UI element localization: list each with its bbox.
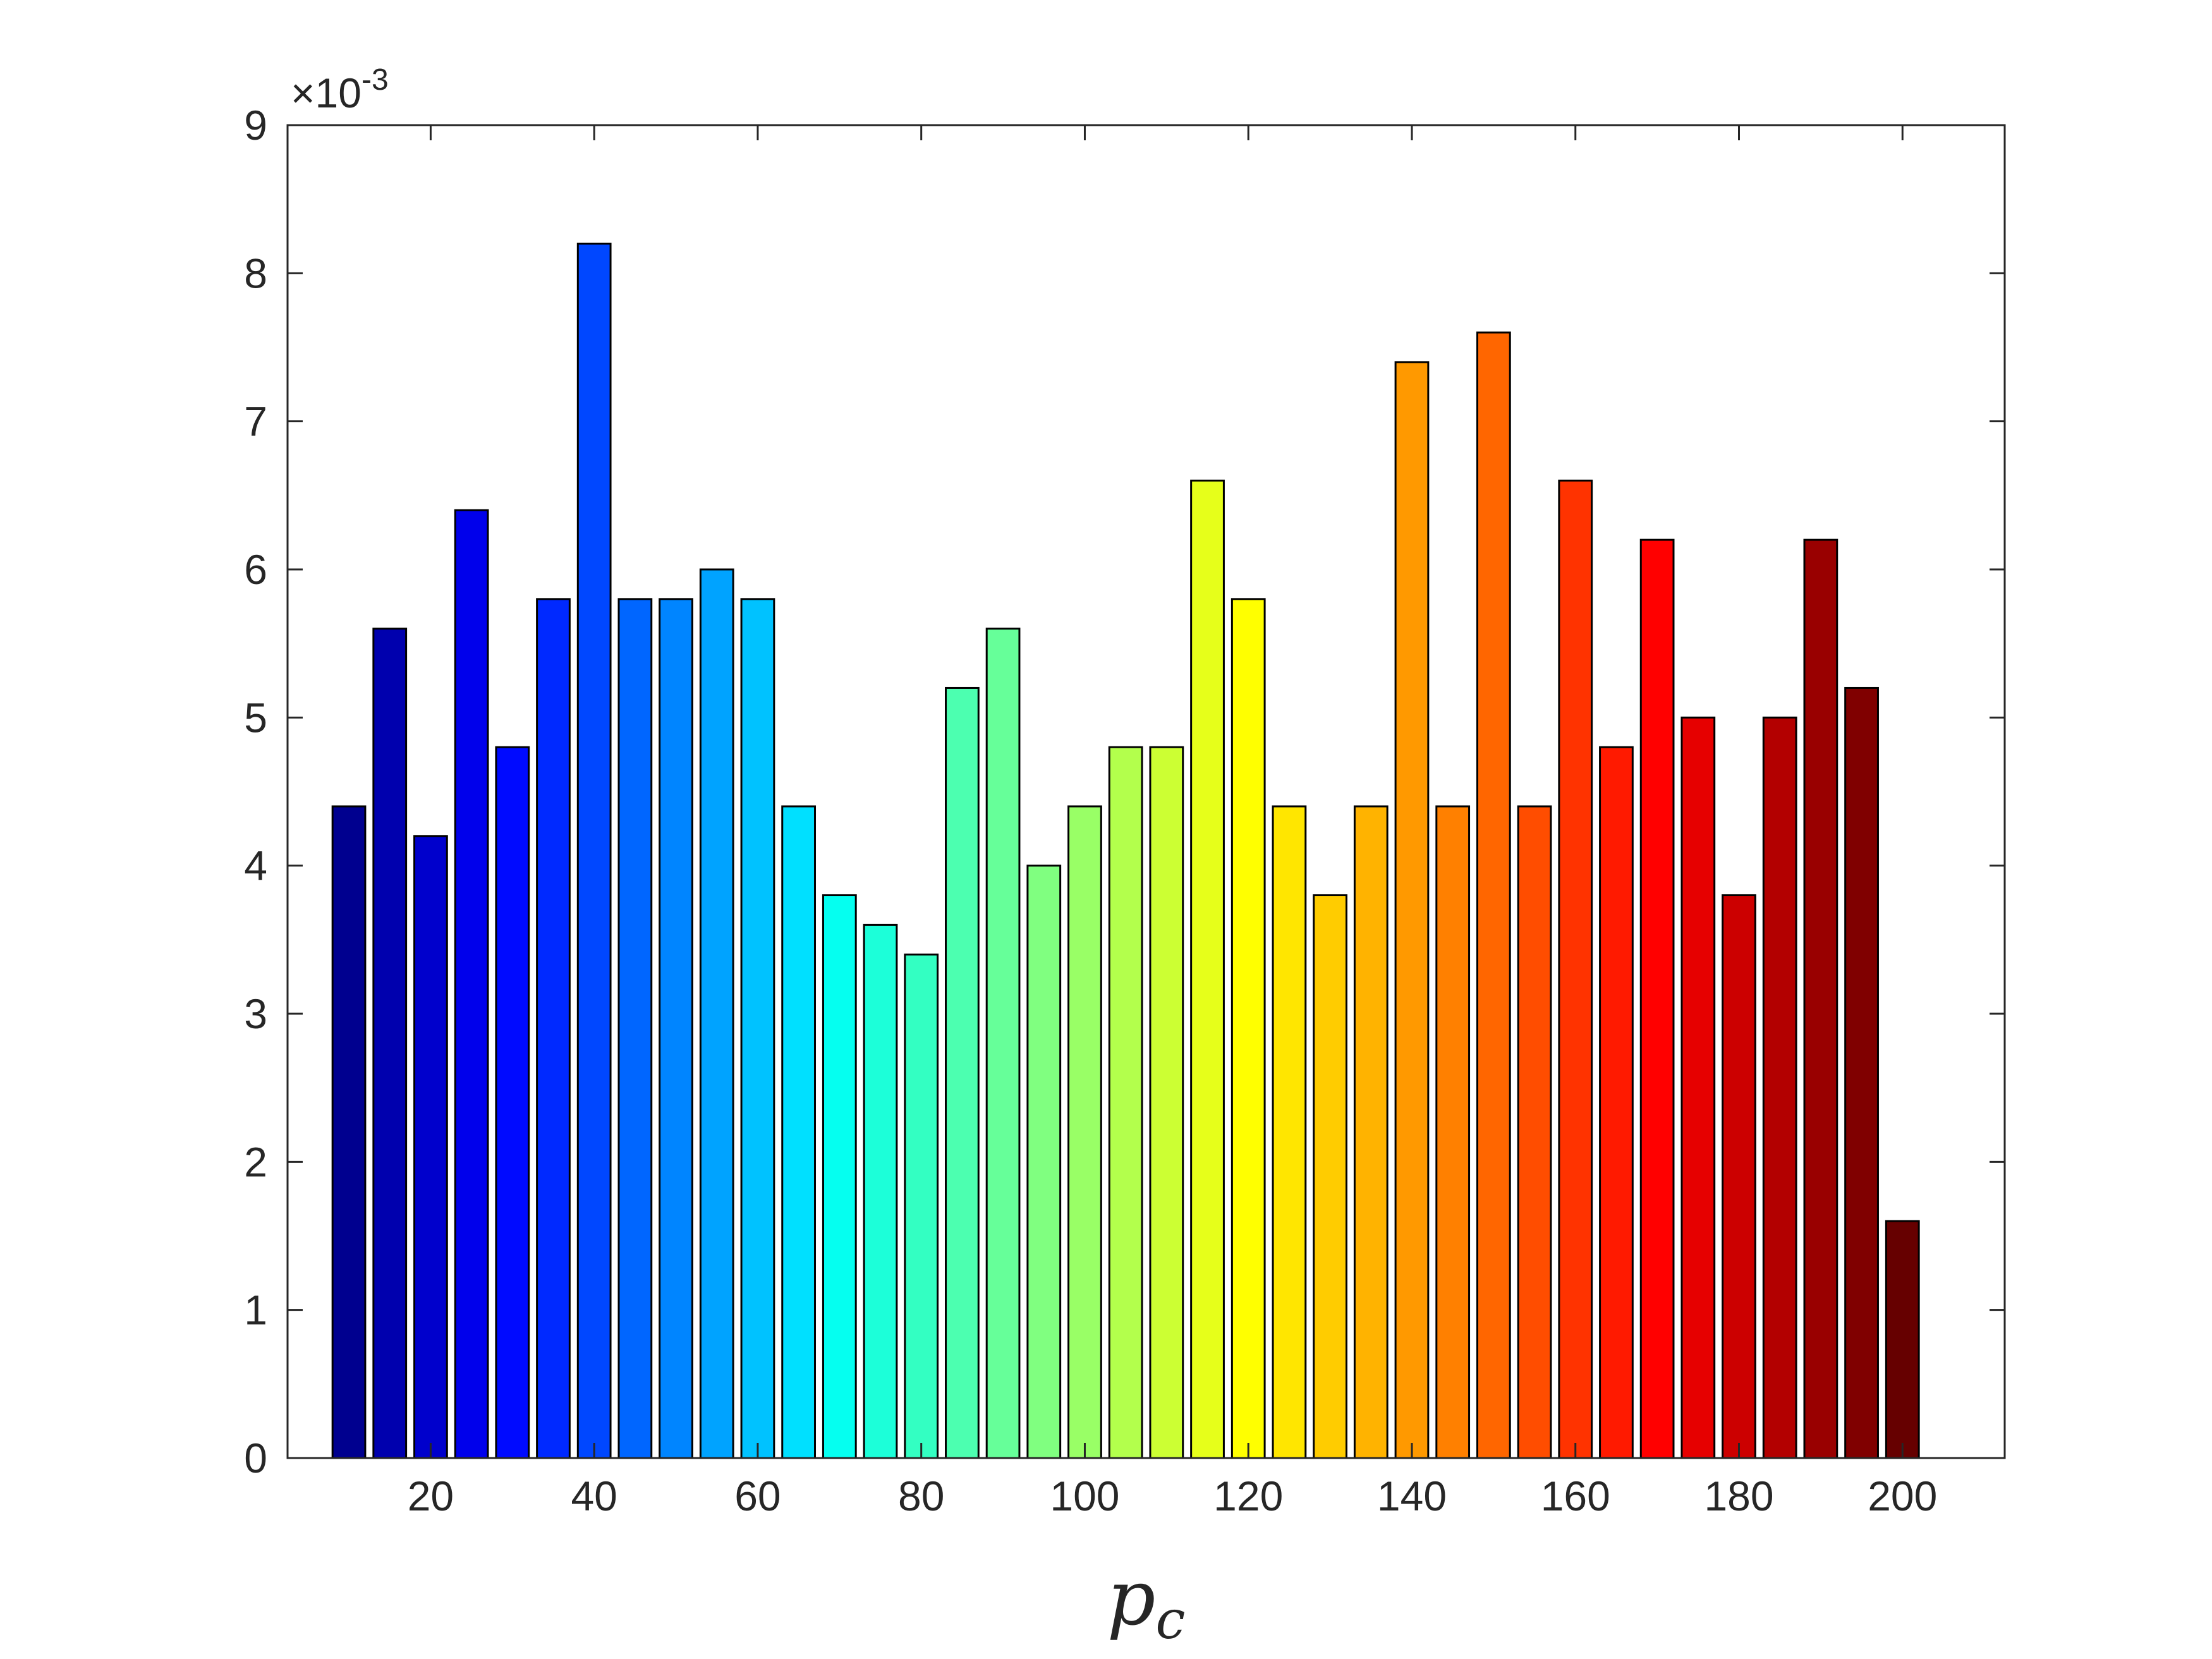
bar — [863, 923, 898, 1459]
bar — [1313, 894, 1347, 1459]
bar — [1722, 894, 1756, 1459]
bar — [1599, 746, 1634, 1459]
bar — [331, 805, 367, 1459]
ticks-layer — [288, 124, 2005, 1459]
x-tick-label: 200 — [1868, 1473, 1937, 1519]
axes-box — [286, 124, 2006, 1459]
bar — [1680, 716, 1716, 1459]
labels-layer: 0 1 2 3 4 5 6 7 8 9 20 40 60 80 100 120 140 160 180 200 ×10-… — [244, 63, 1937, 1651]
y-tick-label: 1 — [244, 1287, 267, 1334]
bar — [576, 242, 612, 1459]
bar — [1885, 1220, 1920, 1459]
bar — [985, 628, 1021, 1459]
y-tick-label: 3 — [244, 990, 267, 1037]
bar — [1026, 865, 1062, 1459]
bar — [1435, 805, 1471, 1459]
bar — [1272, 805, 1307, 1459]
x-tick-label: 60 — [734, 1473, 781, 1519]
y-tick-label: 0 — [244, 1435, 267, 1481]
bar — [495, 746, 530, 1459]
y-tick-label: 4 — [244, 842, 267, 889]
bar — [1231, 598, 1266, 1459]
bar — [822, 894, 857, 1459]
x-axis-label: pc — [1107, 1555, 1186, 1651]
x-tick-label: 120 — [1213, 1473, 1283, 1519]
y-tick-label: 8 — [244, 250, 267, 296]
bar — [740, 598, 775, 1459]
y-tick-label: 9 — [244, 102, 267, 149]
bar — [1149, 746, 1184, 1459]
bar — [1844, 686, 1879, 1459]
bar — [1353, 805, 1389, 1459]
y-tick-label: 5 — [244, 694, 267, 741]
bar — [1803, 538, 1838, 1459]
bar — [617, 598, 653, 1459]
y-exponent-label: ×10-3 — [291, 63, 389, 116]
bar — [413, 835, 448, 1459]
bar — [1108, 746, 1143, 1459]
x-tick-label: 140 — [1377, 1473, 1447, 1519]
bar — [1067, 805, 1102, 1459]
bars-layer — [331, 242, 1920, 1459]
bar — [1476, 331, 1511, 1459]
bar — [659, 598, 693, 1459]
y-tick-label: 7 — [244, 398, 267, 445]
bar — [536, 598, 571, 1459]
x-tick-label: 160 — [1541, 1473, 1610, 1519]
x-tick-label: 180 — [1704, 1473, 1773, 1519]
bar — [1639, 538, 1675, 1459]
bar — [454, 509, 489, 1459]
x-tick-label: 80 — [898, 1473, 944, 1519]
x-tick-label: 40 — [571, 1473, 617, 1519]
bar — [781, 805, 817, 1459]
bar — [904, 953, 939, 1459]
x-tick-label: 20 — [408, 1473, 454, 1519]
y-tick-label: 2 — [244, 1138, 267, 1185]
y-tick-label: 6 — [244, 546, 267, 593]
bar — [1762, 716, 1797, 1459]
bar — [699, 568, 734, 1459]
bar — [1394, 361, 1430, 1459]
x-tick-label: 100 — [1050, 1473, 1119, 1519]
bar — [372, 628, 408, 1459]
bar — [1517, 805, 1552, 1459]
bar — [1558, 479, 1593, 1459]
bar — [1190, 479, 1225, 1459]
bar — [945, 686, 980, 1459]
